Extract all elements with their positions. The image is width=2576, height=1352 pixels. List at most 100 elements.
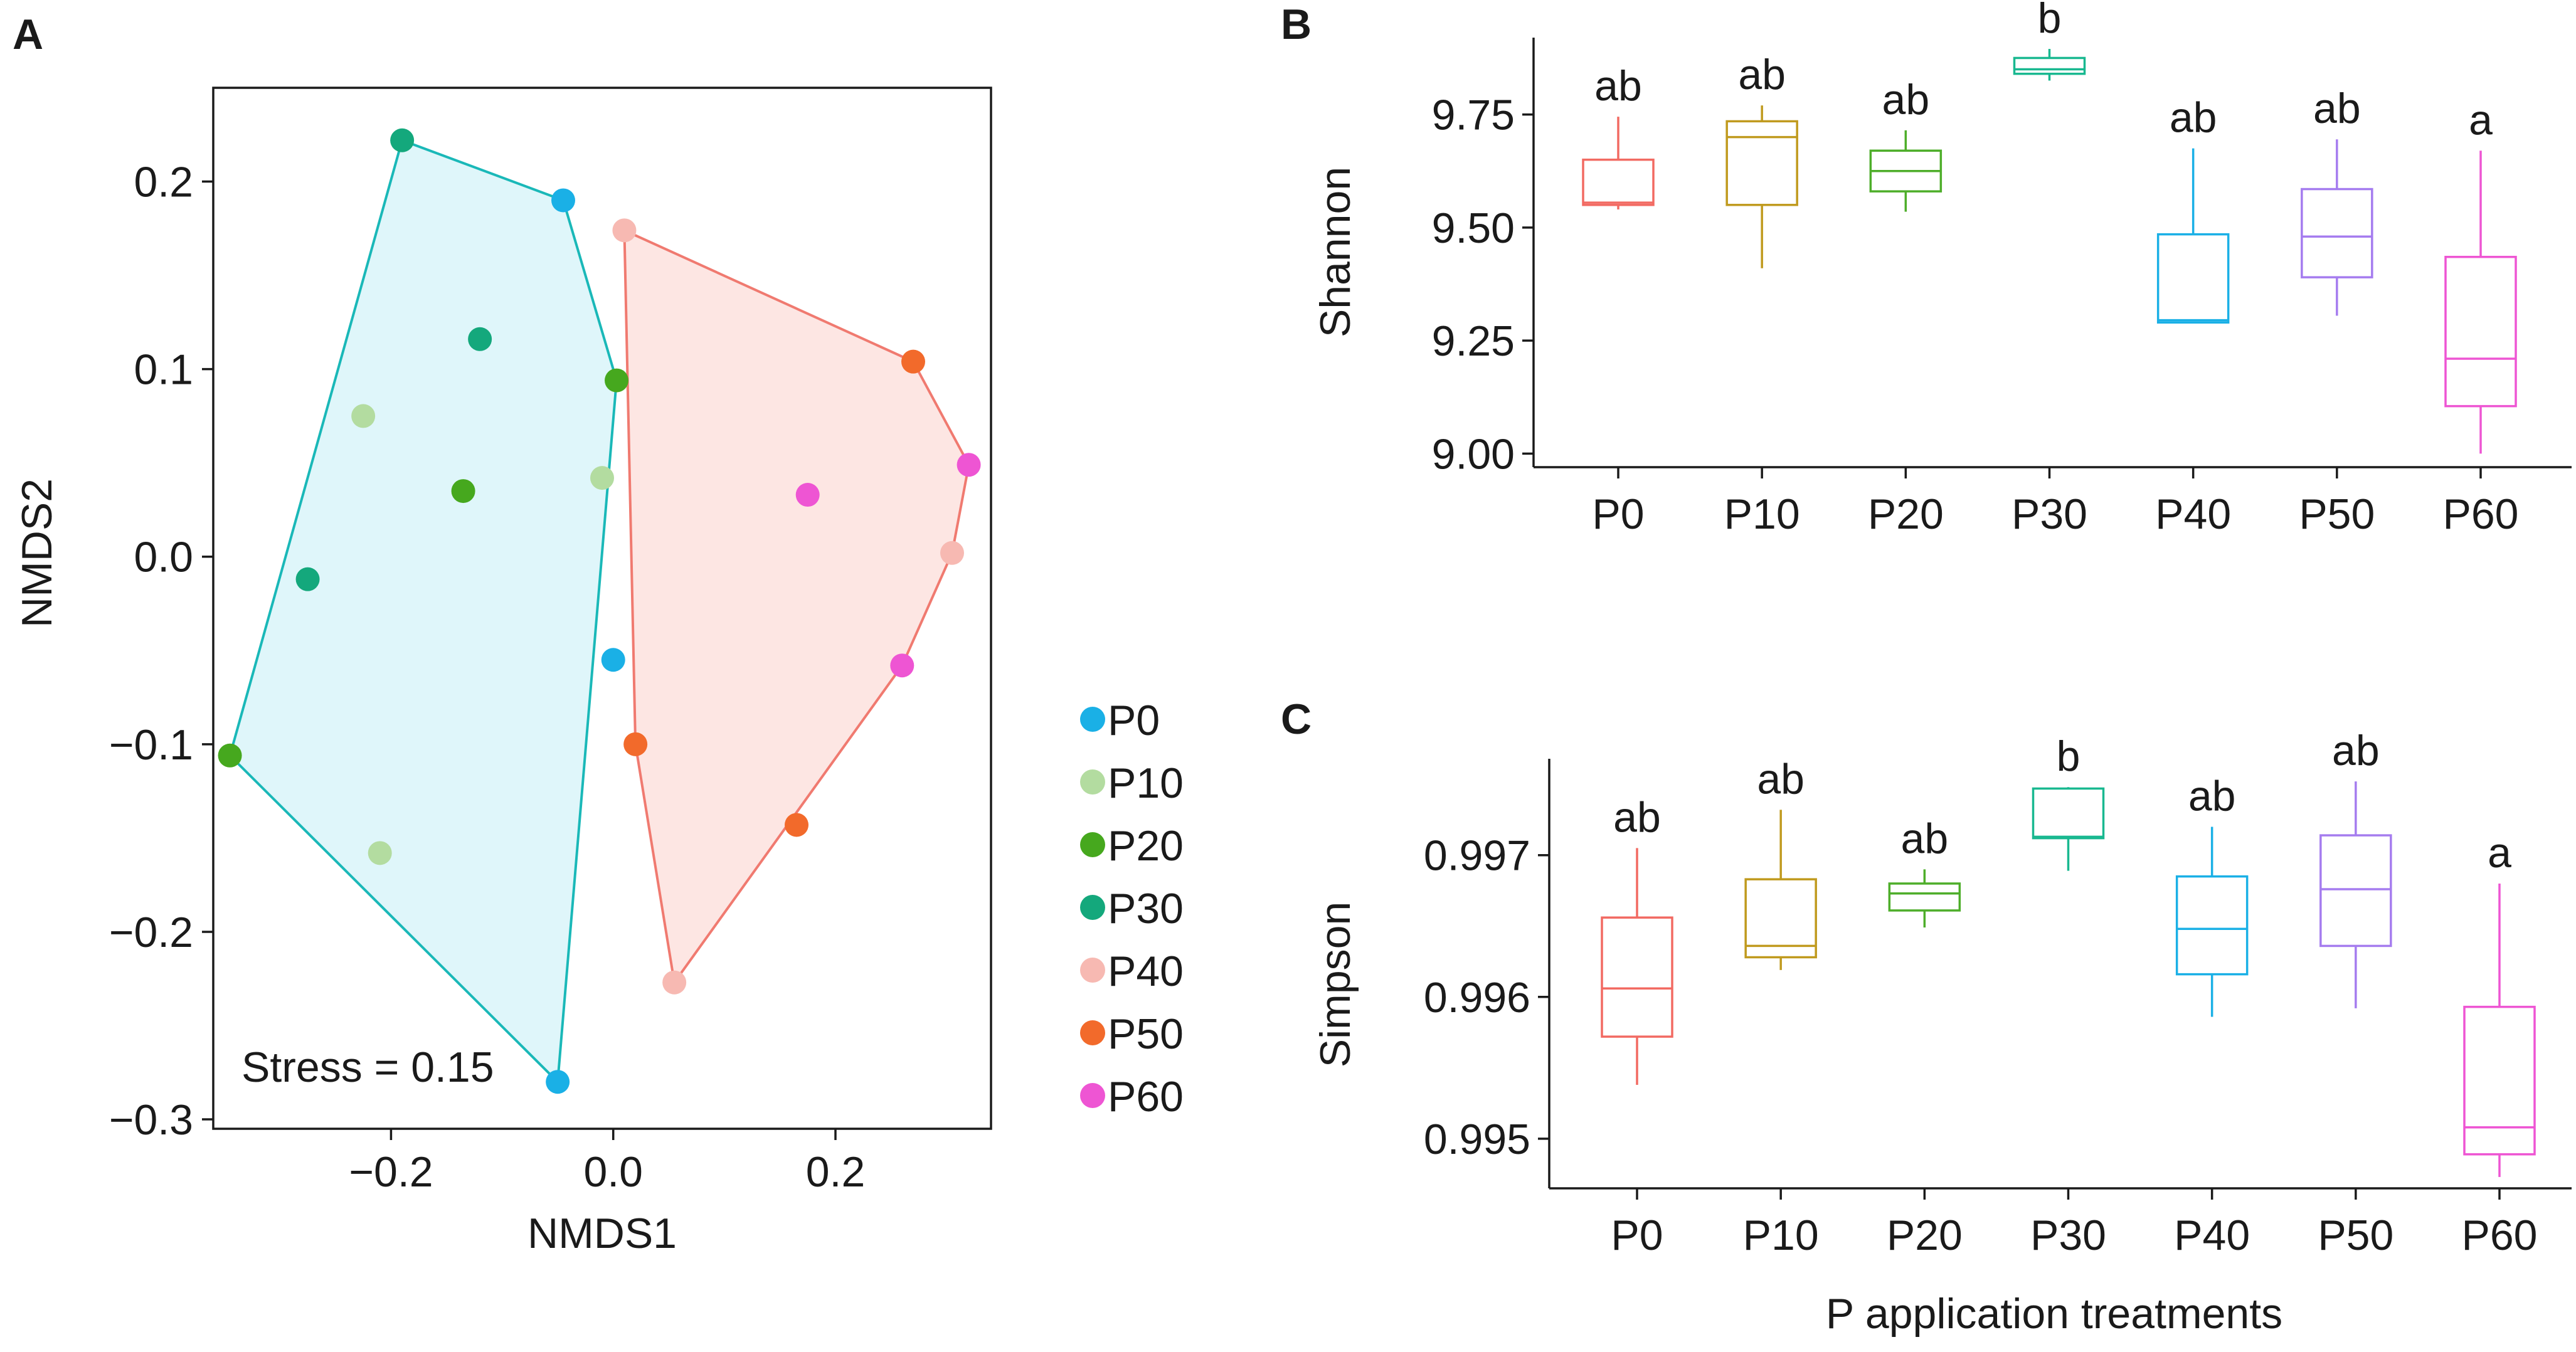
legend-swatch-p20 [1080, 832, 1105, 857]
point-p10 [368, 841, 392, 865]
x-tick-label-p0: P0 [1611, 1212, 1663, 1259]
significance-label-p0: ab [1613, 793, 1661, 841]
point-p20 [218, 743, 242, 768]
y-tick-label: 0.997 [1424, 832, 1530, 880]
hull-left-group [228, 139, 618, 1084]
significance-label-p50: ab [2313, 85, 2361, 132]
box-p40 [2156, 233, 2230, 324]
point-p60 [795, 483, 820, 507]
x-axis-title-c: P application treatments [1826, 1290, 2282, 1338]
significance-label-p20: ab [1882, 76, 1930, 124]
legend-label-p20: P20 [1108, 822, 1184, 870]
point-p60 [890, 653, 914, 678]
y-tick-label: 0.996 [1424, 974, 1530, 1022]
y-tick-label: 0.0 [134, 534, 193, 581]
point-p20 [605, 368, 629, 393]
point-p40 [612, 218, 637, 243]
legend-label-p60: P60 [1108, 1073, 1184, 1121]
legend-swatch-p40 [1080, 958, 1105, 983]
y-tick-label: 9.25 [1432, 317, 1515, 365]
y-tick-label: −0.2 [109, 909, 193, 956]
significance-label-p20: ab [1901, 815, 1949, 862]
significance-label-p0: ab [1594, 62, 1642, 110]
x-tick-label-p20: P20 [1887, 1212, 1963, 1259]
legend-swatch-p50 [1080, 1020, 1105, 1045]
legend: P0 P10 P20 P30 P40 P50 P60 [1080, 697, 1184, 1121]
significance-label-p60: a [2488, 829, 2511, 877]
point-p30 [468, 327, 492, 351]
legend-label-p0: P0 [1108, 697, 1160, 744]
hull-right-group [623, 229, 970, 984]
box-p50 [2319, 834, 2392, 948]
legend-label-p10: P10 [1108, 759, 1184, 807]
legend-swatch-p0 [1080, 707, 1105, 732]
box-p10 [1744, 878, 1817, 959]
significance-label-p40: ab [2188, 773, 2236, 820]
point-p0 [601, 648, 625, 672]
x-tick-label-p60: P60 [2443, 490, 2519, 538]
y-ticks-b: 9.00 9.25 9.50 9.75 [1432, 92, 1534, 478]
legend-label-p40: P40 [1108, 948, 1184, 995]
significance-label-p10: ab [1757, 755, 1805, 803]
point-p30 [295, 567, 320, 591]
y-axis-title-c: Simpson [1312, 902, 1359, 1068]
boxes-c: ab ab ab b ab ab a [1601, 727, 2536, 1177]
point-p40 [662, 970, 687, 995]
x-ticks-b: P0 P10 P20 P30 P40 P50 P60 [1592, 467, 2519, 538]
legend-swatch-p30 [1080, 895, 1105, 920]
point-p30 [390, 128, 415, 152]
y-tick-label: 0.2 [134, 159, 193, 206]
significance-label-p50: ab [2332, 727, 2380, 774]
box-p10 [1725, 120, 1798, 206]
x-ticks-a: −0.2 0.0 0.2 [349, 1129, 865, 1196]
x-tick-label-p0: P0 [1592, 490, 1644, 538]
point-p10 [590, 466, 614, 490]
box-p0 [1582, 158, 1655, 206]
y-tick-label: 9.75 [1432, 92, 1515, 139]
point-p50 [901, 349, 925, 374]
box-p30 [2013, 56, 2086, 75]
significance-label-p10: ab [1738, 51, 1786, 98]
y-tick-label: 0.995 [1424, 1116, 1530, 1163]
point-p20 [451, 479, 475, 504]
y-axis-title-a: NMDS2 [13, 478, 61, 628]
x-tick-label-p30: P30 [2030, 1212, 2106, 1259]
point-p0 [551, 188, 575, 213]
significance-label-p30: b [2057, 732, 2080, 780]
y-tick-label: −0.1 [109, 721, 193, 769]
x-tick-label-p20: P20 [1868, 490, 1944, 538]
x-tick-label-p40: P40 [2174, 1212, 2250, 1259]
box-p60 [2444, 255, 2517, 408]
legend-swatch-p10 [1080, 769, 1105, 795]
x-tick-label-p50: P50 [2318, 1212, 2393, 1259]
x-ticks-c: P0 P10 P20 P30 P40 P50 P60 [1611, 1188, 2538, 1259]
box-p30 [2032, 787, 2105, 840]
point-p50 [785, 813, 808, 837]
box-p0 [1601, 916, 1673, 1038]
x-tick-label-p30: P30 [2012, 490, 2087, 538]
points-a [218, 128, 981, 1094]
y-ticks-a: 0.2 0.1 0.0 −0.1 −0.2 −0.3 [109, 159, 213, 1144]
legend-label-p50: P50 [1108, 1010, 1184, 1058]
x-axis-title-a: NMDS1 [527, 1210, 677, 1257]
box-p60 [2463, 1005, 2536, 1156]
box-p50 [2301, 187, 2373, 278]
x-tick-label-p10: P10 [1724, 490, 1800, 538]
panel-label-a: A [13, 11, 43, 58]
y-tick-label: 0.1 [134, 346, 193, 394]
box-p20 [1888, 882, 1961, 912]
x-tick-label: 0.2 [806, 1148, 866, 1196]
point-p10 [351, 404, 376, 428]
boxes-b: ab ab ab b ab ab a [1582, 0, 2517, 454]
point-p0 [546, 1070, 570, 1094]
legend-swatch-p60 [1080, 1083, 1105, 1108]
box-p40 [2175, 875, 2249, 976]
point-p40 [940, 541, 964, 565]
panel-label-c: C [1281, 695, 1312, 743]
x-tick-label-p50: P50 [2299, 490, 2375, 538]
significance-label-p40: ab [2170, 94, 2217, 142]
panel-a: A 0.2 0.1 0.0 −0.1 −0.2 −0.3 −0.2 0.0 0.2 Stres… [13, 11, 1184, 1257]
x-tick-label-p60: P60 [2462, 1212, 2538, 1259]
x-tick-label-p40: P40 [2155, 490, 2231, 538]
